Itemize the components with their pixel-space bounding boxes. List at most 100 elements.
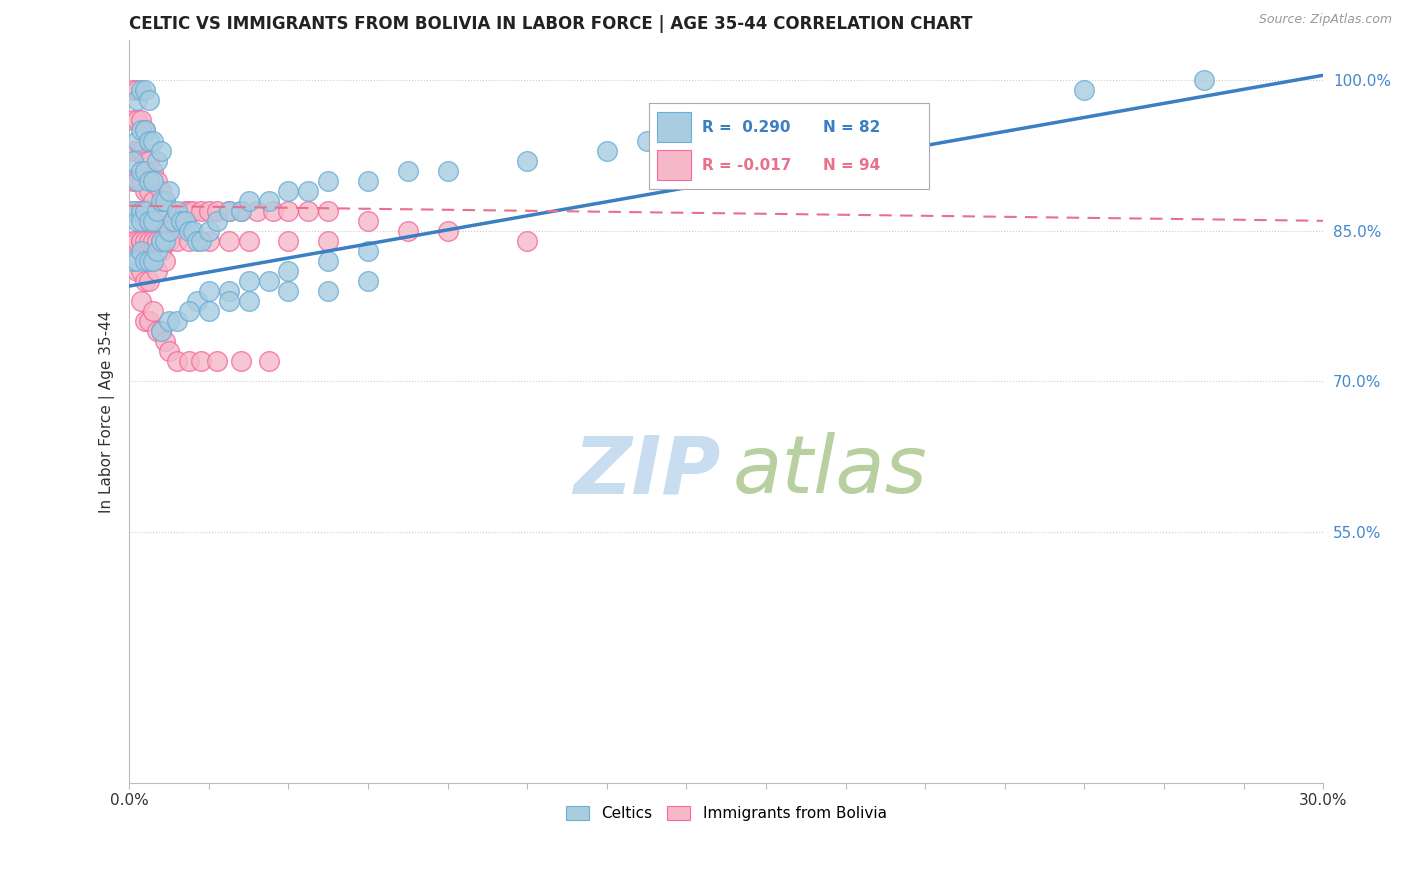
Point bbox=[129, 83, 152, 97]
Point bbox=[134, 203, 156, 218]
Point bbox=[229, 203, 252, 218]
Point bbox=[150, 194, 173, 208]
Point bbox=[162, 214, 184, 228]
Point bbox=[142, 224, 165, 238]
Point bbox=[134, 214, 156, 228]
Point bbox=[198, 284, 221, 298]
Point bbox=[516, 234, 538, 248]
Point bbox=[198, 304, 221, 318]
Point bbox=[146, 203, 169, 218]
Point bbox=[153, 234, 176, 248]
Point bbox=[129, 294, 152, 309]
Point bbox=[127, 113, 149, 128]
Point bbox=[142, 214, 165, 228]
Point bbox=[142, 163, 165, 178]
Point bbox=[177, 354, 200, 368]
Point bbox=[150, 244, 173, 258]
Point bbox=[134, 83, 156, 97]
Point bbox=[127, 264, 149, 278]
Point bbox=[142, 194, 165, 208]
Point bbox=[129, 163, 152, 178]
Point bbox=[166, 214, 188, 228]
Point bbox=[357, 244, 380, 258]
Point bbox=[127, 93, 149, 107]
Point bbox=[357, 274, 380, 288]
Point bbox=[357, 214, 380, 228]
Point bbox=[229, 203, 252, 218]
Point bbox=[181, 203, 204, 218]
Point bbox=[134, 314, 156, 328]
Point bbox=[238, 294, 260, 309]
Point bbox=[190, 203, 212, 218]
Point bbox=[138, 214, 160, 228]
Point bbox=[134, 234, 156, 248]
Point bbox=[166, 354, 188, 368]
Point bbox=[436, 163, 458, 178]
Point bbox=[129, 144, 152, 158]
Point bbox=[134, 153, 156, 168]
Point bbox=[134, 244, 156, 258]
Point bbox=[516, 153, 538, 168]
Point bbox=[153, 224, 176, 238]
Point bbox=[177, 304, 200, 318]
Point bbox=[238, 274, 260, 288]
Point bbox=[277, 234, 299, 248]
Point bbox=[198, 203, 221, 218]
Point bbox=[146, 244, 169, 258]
Point bbox=[150, 144, 173, 158]
Text: atlas: atlas bbox=[733, 432, 927, 510]
Point bbox=[218, 203, 240, 218]
Point bbox=[134, 163, 156, 178]
Point bbox=[122, 203, 145, 218]
Point bbox=[229, 354, 252, 368]
Point bbox=[129, 123, 152, 137]
Point bbox=[190, 234, 212, 248]
Point bbox=[316, 174, 339, 188]
Point bbox=[198, 224, 221, 238]
Point bbox=[138, 244, 160, 258]
Point bbox=[246, 203, 269, 218]
Point bbox=[596, 144, 619, 158]
Point bbox=[129, 174, 152, 188]
Point bbox=[170, 214, 193, 228]
Point bbox=[153, 194, 176, 208]
Point bbox=[146, 174, 169, 188]
Point bbox=[636, 134, 658, 148]
Point bbox=[142, 254, 165, 268]
Point bbox=[198, 234, 221, 248]
Point bbox=[157, 314, 180, 328]
Point bbox=[127, 144, 149, 158]
Point bbox=[316, 234, 339, 248]
Point bbox=[138, 254, 160, 268]
Point bbox=[238, 194, 260, 208]
Point bbox=[166, 314, 188, 328]
Point bbox=[146, 234, 169, 248]
Point bbox=[157, 234, 180, 248]
Point bbox=[127, 174, 149, 188]
Point bbox=[205, 214, 228, 228]
Point bbox=[134, 123, 156, 137]
Point bbox=[297, 184, 319, 198]
Point bbox=[157, 184, 180, 198]
Point bbox=[146, 264, 169, 278]
Point bbox=[277, 203, 299, 218]
Point bbox=[138, 314, 160, 328]
Point bbox=[277, 264, 299, 278]
Point bbox=[316, 203, 339, 218]
Point bbox=[134, 254, 156, 268]
Y-axis label: In Labor Force | Age 35-44: In Labor Force | Age 35-44 bbox=[100, 310, 115, 513]
Point bbox=[129, 113, 152, 128]
Point bbox=[142, 134, 165, 148]
Point bbox=[146, 153, 169, 168]
Text: CELTIC VS IMMIGRANTS FROM BOLIVIA IN LABOR FORCE | AGE 35-44 CORRELATION CHART: CELTIC VS IMMIGRANTS FROM BOLIVIA IN LAB… bbox=[129, 15, 973, 33]
Point bbox=[138, 93, 160, 107]
Point bbox=[129, 234, 152, 248]
Point bbox=[129, 234, 152, 248]
Point bbox=[396, 163, 419, 178]
Point bbox=[153, 334, 176, 349]
Text: Source: ZipAtlas.com: Source: ZipAtlas.com bbox=[1258, 13, 1392, 27]
Point bbox=[257, 194, 280, 208]
Point bbox=[127, 174, 149, 188]
Point bbox=[127, 134, 149, 148]
Point bbox=[316, 254, 339, 268]
